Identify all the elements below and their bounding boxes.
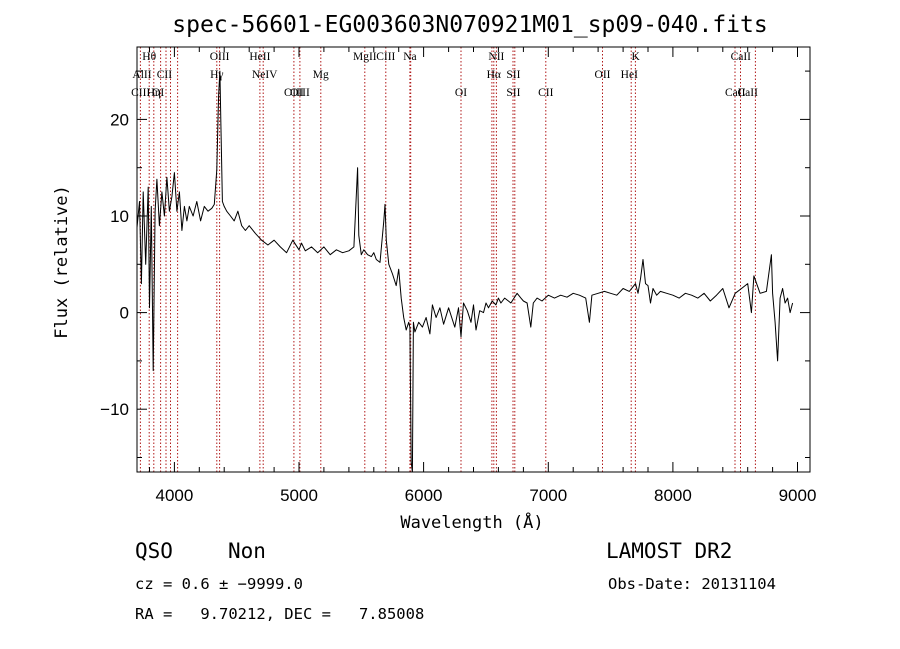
object-class: QSO — [135, 539, 173, 563]
line-label: Hα — [487, 69, 501, 81]
line-label: NII — [488, 51, 504, 63]
x-axis-label: Wavelength (Å) — [400, 511, 543, 533]
object-subclass: Non — [228, 539, 266, 563]
y-tick-label: 0 — [120, 304, 129, 323]
line-label: OIII — [290, 87, 310, 99]
chart-title: spec-56601-EG003603N070921M01_sp09-040.f… — [172, 12, 767, 38]
line-label: MgII — [353, 51, 377, 63]
line-label: CIII — [131, 87, 150, 99]
line-label: CII — [538, 87, 554, 99]
line-label: Hθ — [142, 51, 156, 63]
line-label: OIII — [210, 51, 230, 63]
flux-line — [136, 70, 794, 473]
y-tick-label: 20 — [110, 110, 129, 129]
observation-date: Obs-Date: 20131104 — [608, 575, 776, 593]
x-tick-label: 4000 — [155, 486, 193, 505]
line-label: CaII — [725, 87, 746, 99]
line-label: Na — [403, 51, 416, 63]
line-markers — [139, 47, 756, 472]
line-label: HeI — [621, 69, 638, 81]
survey-name: LAMOST DR2 — [606, 539, 733, 563]
line-label: CaII — [737, 87, 758, 99]
y-axis-label: Flux (relative) — [52, 185, 72, 339]
line-label: K — [631, 51, 640, 63]
line-label: SII — [506, 87, 520, 99]
x-tick-label: 9000 — [779, 486, 817, 505]
line-label: CIII — [376, 51, 395, 63]
redshift-line: cz = 0.6 ± −9999.0 — [135, 575, 303, 593]
line-label: CII — [157, 69, 173, 81]
line-label: OI — [455, 87, 467, 99]
line-label: Mg — [313, 69, 329, 81]
flux-series — [136, 70, 794, 473]
line-label: SII — [506, 69, 520, 81]
plot-frame — [136, 46, 811, 473]
line-label: HeII — [249, 51, 270, 63]
line-label: OII — [595, 69, 611, 81]
line-label: OIII — [284, 87, 304, 99]
line-label: CaII — [731, 51, 752, 63]
coordinates-line: RA = 9.70212, DEC = 7.85008 — [135, 605, 425, 623]
line-label: Hγ — [210, 69, 223, 81]
x-tick-label: 7000 — [529, 486, 567, 505]
x-tick-label: 8000 — [654, 486, 692, 505]
line-label: Hη — [147, 87, 161, 99]
x-tick-label: 6000 — [405, 486, 443, 505]
x-tick-label: 5000 — [280, 486, 318, 505]
line-label: NeIV — [252, 69, 278, 81]
line-label: OI — [152, 87, 164, 99]
line-label: AlII — [132, 69, 151, 81]
y-tick-label: 10 — [110, 207, 129, 226]
y-tick-label: −10 — [100, 400, 129, 419]
axis-ticks: 4000 5000 6000 7000 8000 9000 −10 0 10 20 — [100, 47, 816, 505]
